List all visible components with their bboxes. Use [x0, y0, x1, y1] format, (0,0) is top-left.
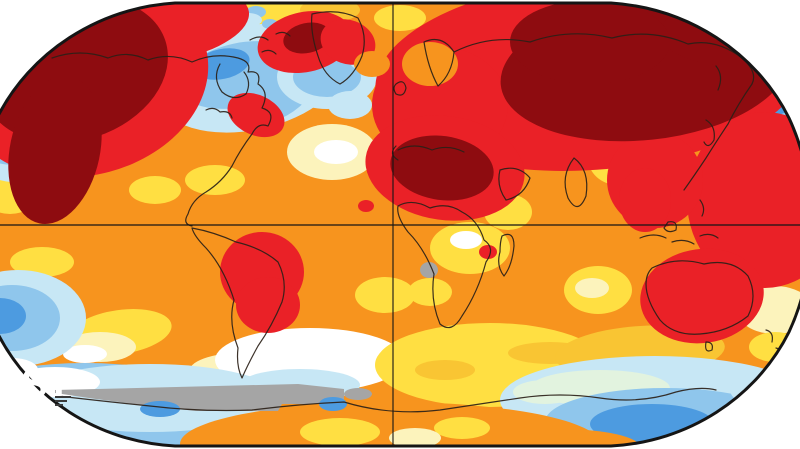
no-data-band-west-antarctica: [55, 384, 344, 411]
graticule: [0, 3, 800, 446]
no-data-patch-africa: [420, 262, 438, 278]
coastlines: [51, 11, 782, 413]
watermark-logo-lines: [55, 396, 73, 408]
no-data-patch-south: [344, 388, 372, 400]
